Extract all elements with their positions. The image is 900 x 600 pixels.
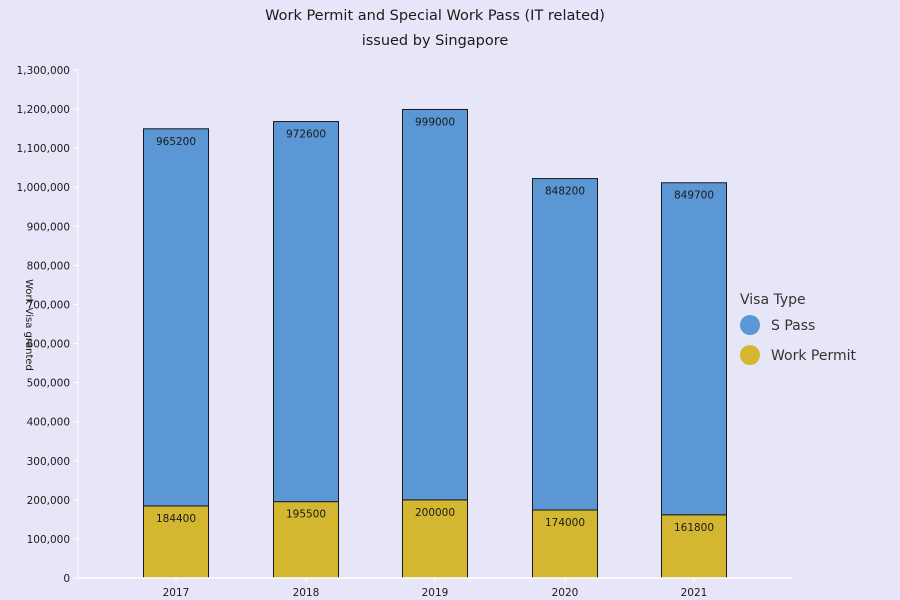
x-axis: 2017 2018 2019 2020 2021 — [78, 577, 792, 599]
bar-work-permit-2020[interactable] — [532, 509, 598, 579]
y-axis-title: Work Visa granted — [23, 279, 34, 371]
legend-label-work-permit: Work Permit — [771, 348, 856, 364]
bar-s-pass-2018[interactable] — [273, 121, 339, 503]
legend-swatch-work-permit — [740, 345, 760, 365]
data-label-work-permit-2019: 200000 — [415, 507, 455, 519]
x-tick-label-2019: 2019 — [422, 587, 449, 599]
data-label-s-pass-2020: 848200 — [545, 186, 585, 198]
data-label-work-permit-2017: 184400 — [156, 513, 196, 525]
legend-item-s-pass[interactable]: S Pass — [740, 315, 815, 335]
bar-work-permit-2021[interactable] — [661, 514, 727, 579]
y-axis: 0 100,000 200,000 300,000 400,000 500,000 600,… — [17, 65, 79, 585]
data-label-work-permit-2021: 161800 — [674, 522, 714, 534]
legend-item-work-permit[interactable]: Work Permit — [740, 345, 856, 365]
chart-title-line-1: Work Permit and Special Work Pass (IT re… — [265, 8, 605, 24]
x-tick-label-2017: 2017 — [163, 587, 190, 599]
y-tick-label: 0 — [63, 573, 70, 585]
data-label-s-pass-2019: 999000 — [415, 116, 455, 128]
data-label-s-pass-2017: 965200 — [156, 136, 196, 148]
chart-title-line-2: issued by Singapore — [362, 33, 509, 49]
bar-work-permit-2018[interactable] — [273, 501, 339, 579]
data-label-s-pass-2018: 972600 — [286, 129, 326, 141]
y-tick-label: 200,000 — [27, 495, 70, 507]
x-tick-label-2018: 2018 — [293, 587, 320, 599]
y-tick-label: 500,000 — [27, 378, 70, 390]
y-tick-label: 1,200,000 — [17, 104, 70, 116]
y-axis-title-group: Work Visa granted — [23, 279, 34, 371]
data-label-work-permit-2020: 174000 — [545, 517, 585, 529]
legend-label-s-pass: S Pass — [771, 318, 815, 334]
data-label-work-permit-2018: 195500 — [286, 509, 326, 521]
y-tick-label: 100,000 — [27, 534, 70, 546]
bars-group: 184400 965200 195500 972600 200000 999000 1740… — [143, 108, 727, 579]
bar-s-pass-2021[interactable] — [661, 182, 727, 516]
y-tick-label: 400,000 — [27, 417, 70, 429]
legend-title: Visa Type — [740, 292, 806, 308]
y-tick-label: 700,000 — [27, 299, 70, 311]
legend-swatch-s-pass — [740, 315, 760, 335]
y-tick-label: 800,000 — [27, 260, 70, 272]
y-tick-label: 600,000 — [27, 339, 70, 351]
bar-s-pass-2019[interactable] — [402, 108, 468, 501]
y-tick-label: 1,300,000 — [17, 65, 70, 77]
data-label-s-pass-2021: 849700 — [674, 190, 714, 202]
x-tick-label-2021: 2021 — [681, 587, 708, 599]
bar-work-permit-2019[interactable] — [402, 499, 468, 579]
x-tick-label-2020: 2020 — [552, 587, 579, 599]
y-tick-label: 300,000 — [27, 456, 70, 468]
y-tick-label: 1,000,000 — [17, 182, 70, 194]
bar-s-pass-2020[interactable] — [532, 178, 598, 511]
y-tick-label: 900,000 — [27, 221, 70, 233]
legend: Visa Type S Pass Work Permit — [740, 292, 856, 365]
y-tick-label: 1,100,000 — [17, 143, 70, 155]
bar-s-pass-2017[interactable] — [143, 128, 209, 507]
